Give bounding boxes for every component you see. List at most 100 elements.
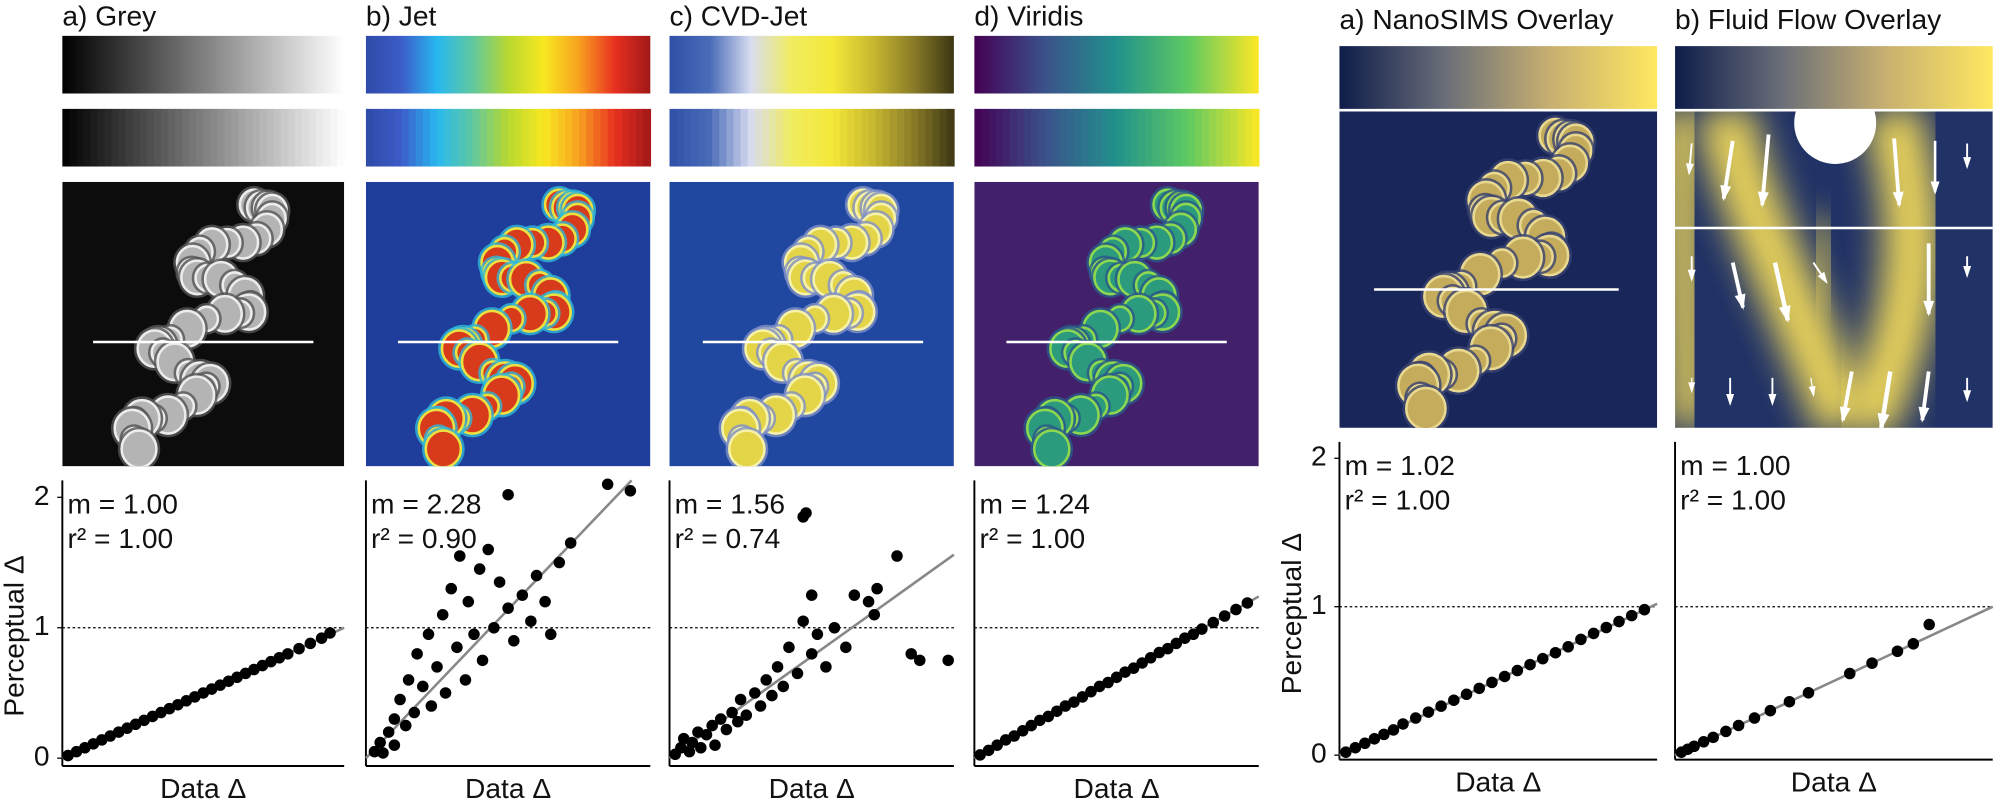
- flow-band: [1675, 110, 1709, 428]
- scatter-point: [1409, 712, 1422, 724]
- colorbar-step: [1130, 108, 1139, 167]
- scatter-point: [1732, 719, 1745, 732]
- r2-label: r² = 0.74: [675, 522, 781, 554]
- scatter-point: [1697, 736, 1710, 748]
- panel-title: b) Fluid Flow Overlay: [1675, 3, 1942, 35]
- scatter-point: [1638, 603, 1651, 616]
- scatter-point: [502, 488, 514, 501]
- colorbar-step: [586, 108, 595, 167]
- y-tick-label: 0: [34, 740, 50, 772]
- colorbar-step: [1145, 108, 1153, 167]
- colorbar-step: [1230, 108, 1239, 167]
- scatter-point: [797, 615, 809, 627]
- colorbar-step: [1159, 108, 1168, 167]
- scatter-point: [700, 728, 713, 741]
- arrow-head: [1685, 163, 1694, 176]
- colorbar-step: [1066, 108, 1075, 167]
- colorbar-step: [330, 108, 338, 167]
- panel-title: a) Grey: [62, 0, 157, 31]
- colorbar-step: [754, 108, 763, 167]
- colorbar-step: [1002, 108, 1011, 167]
- y-axis-label: Perceptual Δ: [0, 555, 30, 716]
- colorbar-step: [1152, 108, 1160, 167]
- colorbar-step: [593, 108, 602, 167]
- colorbar-step: [847, 108, 856, 167]
- colorbar-step: [1216, 108, 1224, 167]
- scatter-point: [516, 589, 529, 601]
- scatter-point: [459, 674, 472, 686]
- colorbar-step: [401, 108, 410, 167]
- scatter-point: [1575, 633, 1587, 646]
- scatter-point: [1008, 730, 1020, 742]
- colorbar-step: [429, 108, 438, 167]
- scatter-point: [1378, 728, 1390, 741]
- colorbar-step: [974, 108, 983, 167]
- arrow-head: [1757, 191, 1769, 208]
- colorbar-step: [911, 108, 920, 167]
- arrow-head: [1892, 191, 1904, 208]
- scatter-point: [1783, 695, 1796, 708]
- scatter-point: [1802, 687, 1815, 699]
- scatter-point: [1866, 657, 1878, 669]
- colorbar-step: [287, 108, 296, 167]
- colorbar-step: [1251, 108, 1260, 167]
- scatter-point: [1460, 688, 1473, 701]
- colorbar-step: [818, 108, 827, 167]
- colorbar-step: [607, 108, 616, 167]
- scatter-point: [991, 739, 1003, 751]
- colorbar-step: [1187, 108, 1196, 167]
- colorbar-step: [415, 108, 424, 167]
- scatter-point: [1387, 724, 1400, 736]
- flow-band: [1838, 110, 1941, 428]
- scatter-point: [1241, 597, 1254, 609]
- scatter-point: [891, 550, 903, 562]
- scatter-point: [388, 713, 401, 725]
- colorbar-step: [1201, 108, 1210, 167]
- slope-label: m = 1.56: [675, 487, 785, 519]
- colorbar-step: [600, 108, 609, 167]
- colorbar-step: [733, 108, 742, 167]
- arrow-head: [1687, 269, 1696, 282]
- scatter-point: [1068, 696, 1080, 708]
- scatter-point: [714, 713, 727, 725]
- x-axis-label: Data Δ: [160, 772, 246, 804]
- scatter-point: [913, 654, 926, 667]
- colorbar-step: [315, 108, 324, 167]
- colorbar-step: [536, 108, 545, 167]
- colorbar-step: [705, 108, 713, 167]
- scatter-point: [720, 723, 733, 736]
- scatter-point: [800, 507, 812, 519]
- arrow-head: [1734, 293, 1746, 310]
- scatter-point: [760, 674, 772, 686]
- colorbar-step: [925, 108, 934, 167]
- colorbar-step: [493, 108, 502, 167]
- colorbar-step: [69, 108, 78, 167]
- scatter-point: [368, 745, 381, 758]
- colorbar-step: [394, 108, 403, 167]
- colorbar-step: [1237, 108, 1246, 167]
- flow-band: [1811, 214, 1837, 310]
- colorbar-step: [1244, 108, 1253, 167]
- scatter-point: [905, 648, 917, 660]
- colorbar-step: [995, 108, 1004, 167]
- scatter-point: [394, 693, 406, 706]
- scatter-point: [1625, 609, 1638, 622]
- colorbar-step: [690, 108, 699, 167]
- colorbar-step: [628, 108, 637, 167]
- scatter-point: [1511, 664, 1524, 677]
- colorbar-step: [139, 108, 148, 167]
- arrow-head: [1726, 394, 1735, 407]
- cell: [1405, 386, 1447, 428]
- colorbar-step: [486, 108, 495, 167]
- scatter-point: [1524, 658, 1536, 671]
- arrow-head: [1930, 181, 1940, 195]
- scatter-point: [601, 478, 614, 491]
- x-axis-label: Data Δ: [769, 772, 855, 804]
- scatter-point: [1025, 719, 1038, 732]
- scatter-point: [828, 621, 841, 634]
- scatter-point: [508, 635, 520, 647]
- colorbar-step: [1166, 108, 1175, 167]
- colorbar-step: [266, 108, 275, 167]
- scatter-point: [1051, 705, 1063, 717]
- colorbar-step: [373, 108, 381, 167]
